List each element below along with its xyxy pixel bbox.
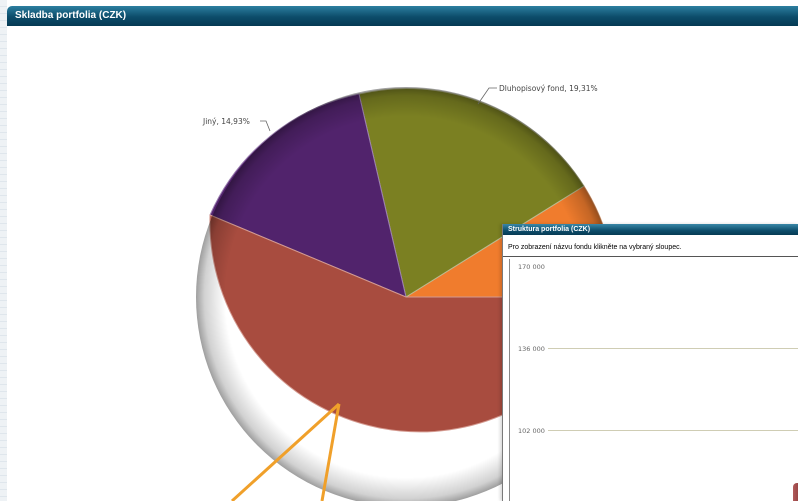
label-connector-dluhopisovy [477, 87, 497, 105]
y-tick-label: 102 000 [518, 427, 545, 435]
panel-header: Skladba portfolia (CZK) [7, 6, 798, 26]
panel-title: Skladba portfolia (CZK) [15, 10, 127, 21]
inner-panel-title: Struktura portfolia (CZK) [508, 226, 591, 233]
pie-label-jiny: Jiný, 14,93% [202, 117, 250, 126]
label-connector-jiny [260, 120, 271, 132]
pie-label-dluhopisovy-fond: Dluhopisový fond, 19,31% [499, 84, 598, 93]
inner-panel-hint: Pro zobrazení názvu fondu klikněte na vy… [503, 238, 798, 257]
gridline [548, 348, 798, 349]
annotation-arrow-line-right [320, 403, 341, 501]
top-band [7, 0, 798, 6]
bar-column[interactable] [793, 483, 798, 501]
bar-chart-area: 170 000 136 000 102 000 [509, 259, 798, 501]
inner-panel-header: Struktura portfolia (CZK) [503, 224, 798, 235]
y-tick-label: 136 000 [518, 345, 545, 353]
portfolio-structure-panel: Struktura portfolia (CZK) Pro zobrazení … [502, 224, 798, 501]
gridline [548, 430, 798, 431]
y-tick-label: 170 000 [518, 263, 545, 271]
annotation-arrow-line-left [230, 402, 341, 501]
